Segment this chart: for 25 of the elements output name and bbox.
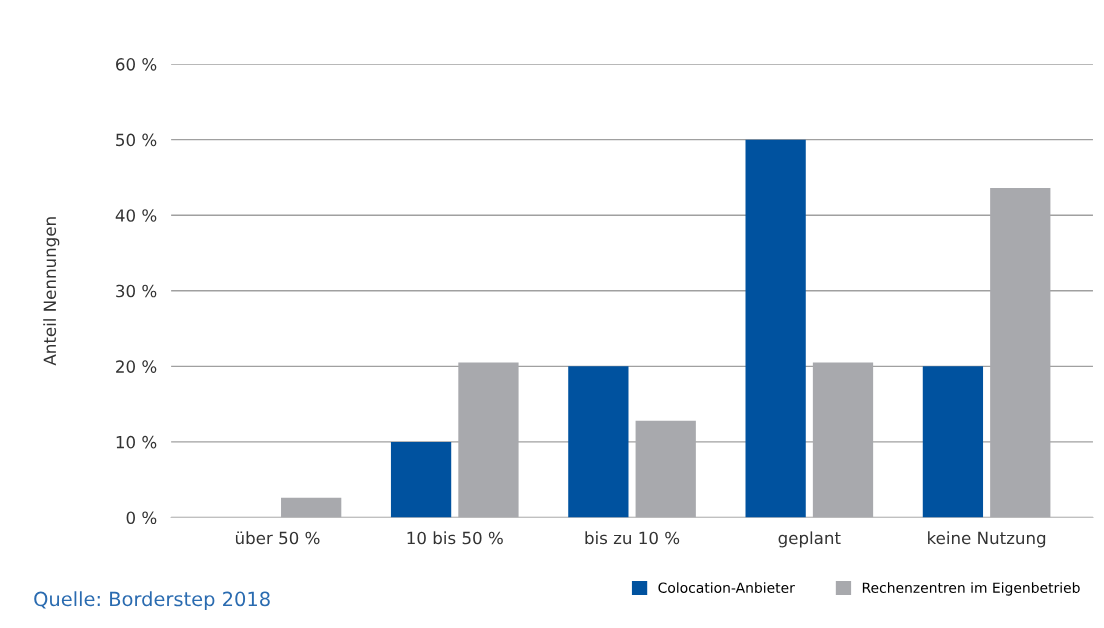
y-axis-title: Anteil Nennungen xyxy=(43,217,60,366)
y-tick-label: 20 % xyxy=(116,360,157,373)
x-tick-label: bis zu 10 % xyxy=(585,531,680,545)
legend-label: Colocation-Anbieter xyxy=(658,582,795,593)
bar xyxy=(458,362,519,518)
bar xyxy=(568,366,629,518)
x-tick-label: 10 bis 50 % xyxy=(407,531,503,545)
bar xyxy=(745,139,806,518)
source-note: Quelle: Borderstep 2018 xyxy=(34,591,270,611)
bar xyxy=(990,187,1051,518)
x-tick-label: über 50 % xyxy=(235,531,320,545)
bar xyxy=(281,497,342,518)
y-tick-label: 40 % xyxy=(115,209,157,222)
x-tick-label: keine Nutzung xyxy=(928,531,1046,548)
bar xyxy=(812,362,874,518)
y-tick-label: 10 % xyxy=(116,435,157,449)
y-tick-label: 30 % xyxy=(116,284,157,298)
y-tick-label: 0 % xyxy=(126,511,157,525)
y-tick-label: 60 % xyxy=(116,58,157,71)
legend-label: Rechenzentren im Eigenbetrieb xyxy=(862,582,1080,596)
bar xyxy=(390,441,452,518)
y-tick-label: 50 % xyxy=(116,133,157,147)
bar xyxy=(922,366,984,518)
x-tick-label: geplant xyxy=(778,531,841,548)
bar xyxy=(635,420,696,518)
